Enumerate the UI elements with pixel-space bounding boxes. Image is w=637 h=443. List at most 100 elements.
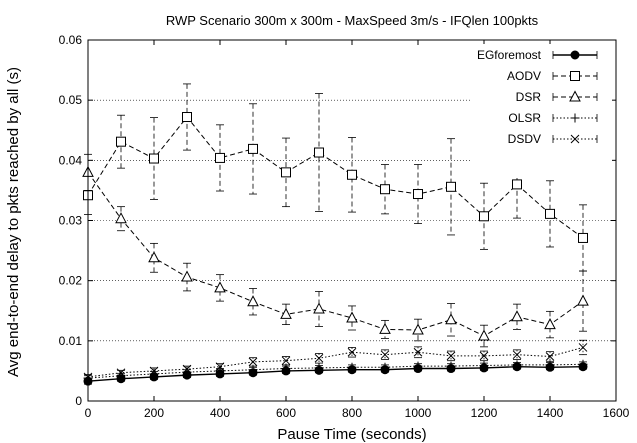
data-point <box>347 347 357 357</box>
legend-item: EGforemost <box>477 48 598 62</box>
x-tick-label: 0 <box>85 406 92 420</box>
data-point <box>479 351 489 361</box>
data-point <box>380 184 390 195</box>
data-point <box>313 302 325 314</box>
series-olsr <box>83 359 588 383</box>
legend-item: AODV <box>507 69 598 83</box>
data-point <box>545 208 555 219</box>
data-point <box>512 360 522 370</box>
data-point <box>115 212 127 224</box>
data-point <box>214 281 226 293</box>
data-point <box>215 152 225 163</box>
data-point <box>314 363 324 373</box>
data-point <box>215 362 225 372</box>
legend-label: DSDV <box>508 132 541 146</box>
data-point <box>512 350 522 360</box>
data-point <box>116 368 126 378</box>
data-point <box>577 294 589 306</box>
data-point <box>281 364 291 374</box>
data-point <box>569 90 581 102</box>
series-dsdv <box>83 339 588 382</box>
legend: EGforemost AODV DSR OLSR DSDV <box>470 44 612 178</box>
data-point <box>148 251 160 263</box>
data-point <box>479 361 489 371</box>
data-point <box>248 365 258 375</box>
y-tick-label: 0.04 <box>59 153 83 167</box>
y-tick-label: 0.06 <box>59 33 83 47</box>
x-tick-label: 200 <box>144 406 164 420</box>
data-point <box>479 211 489 222</box>
data-point <box>578 232 588 243</box>
data-point <box>413 189 423 200</box>
data-point <box>446 361 456 371</box>
x-tick-label: 800 <box>342 406 362 420</box>
data-point <box>446 181 456 192</box>
data-point <box>413 361 423 371</box>
y-tick-label: 0 <box>75 394 82 408</box>
data-point <box>570 113 580 123</box>
y-tick-label: 0.01 <box>59 334 83 348</box>
data-point <box>248 143 258 154</box>
legend-item: OLSR <box>508 111 598 125</box>
data-point <box>578 343 588 352</box>
data-point <box>545 352 555 361</box>
data-point <box>380 362 390 372</box>
data-point <box>182 364 192 374</box>
data-point <box>347 362 357 372</box>
legend-item: DSDV <box>508 132 598 146</box>
data-point <box>511 310 523 322</box>
data-point <box>379 322 391 334</box>
x-tick-label: 1000 <box>405 406 432 420</box>
series-line <box>87 116 584 239</box>
legend-label: OLSR <box>508 111 541 125</box>
data-point <box>570 71 580 81</box>
data-point <box>478 329 490 341</box>
data-point <box>512 179 522 190</box>
data-point <box>281 356 291 366</box>
chart-title: RWP Scenario 300m x 300m - MaxSpeed 3m/s… <box>166 13 539 28</box>
data-point <box>182 112 192 123</box>
legend-label: EGforemost <box>477 48 542 62</box>
data-point <box>149 366 159 376</box>
data-point <box>578 359 588 369</box>
data-point <box>248 357 258 367</box>
data-point <box>280 307 292 319</box>
data-point <box>445 313 457 325</box>
data-point <box>380 350 390 360</box>
data-point <box>149 153 159 164</box>
data-point <box>570 50 580 60</box>
data-point <box>314 353 324 363</box>
series-egforemost <box>83 362 588 386</box>
data-point <box>116 136 126 147</box>
data-point <box>181 270 193 282</box>
legend-label: AODV <box>507 69 541 83</box>
x-tick-label: 600 <box>276 406 296 420</box>
data-point <box>247 295 259 307</box>
axes: 0 0.01 0.02 0.03 0.04 0.05 0.06 0 200 400 600 800 10… <box>59 33 630 420</box>
x-tick-label: 1200 <box>471 406 498 420</box>
data-point <box>544 318 556 330</box>
data-point <box>314 147 324 158</box>
legend-background <box>470 44 612 178</box>
data-point <box>545 360 555 370</box>
data-point <box>412 323 424 335</box>
series-dsr <box>82 153 589 348</box>
data-point <box>281 167 291 178</box>
y-tick-label: 0.05 <box>59 93 83 107</box>
data-point <box>446 351 456 361</box>
data-point <box>570 134 580 144</box>
legend-label: DSR <box>516 90 542 104</box>
series-line <box>87 366 584 382</box>
data-point <box>413 347 423 357</box>
x-tick-label: 400 <box>210 406 230 420</box>
x-tick-label: 1600 <box>603 406 630 420</box>
y-axis-label: Avg end-to-end delay to pkts reached by … <box>5 67 22 377</box>
series-line <box>87 172 584 337</box>
y-tick-label: 0.02 <box>59 274 83 288</box>
data-point <box>346 311 358 323</box>
data-point <box>347 169 357 180</box>
y-tick-label: 0.03 <box>59 214 83 228</box>
x-axis-label: Pause Time (seconds) <box>277 426 426 443</box>
x-tick-label: 1400 <box>537 406 564 420</box>
